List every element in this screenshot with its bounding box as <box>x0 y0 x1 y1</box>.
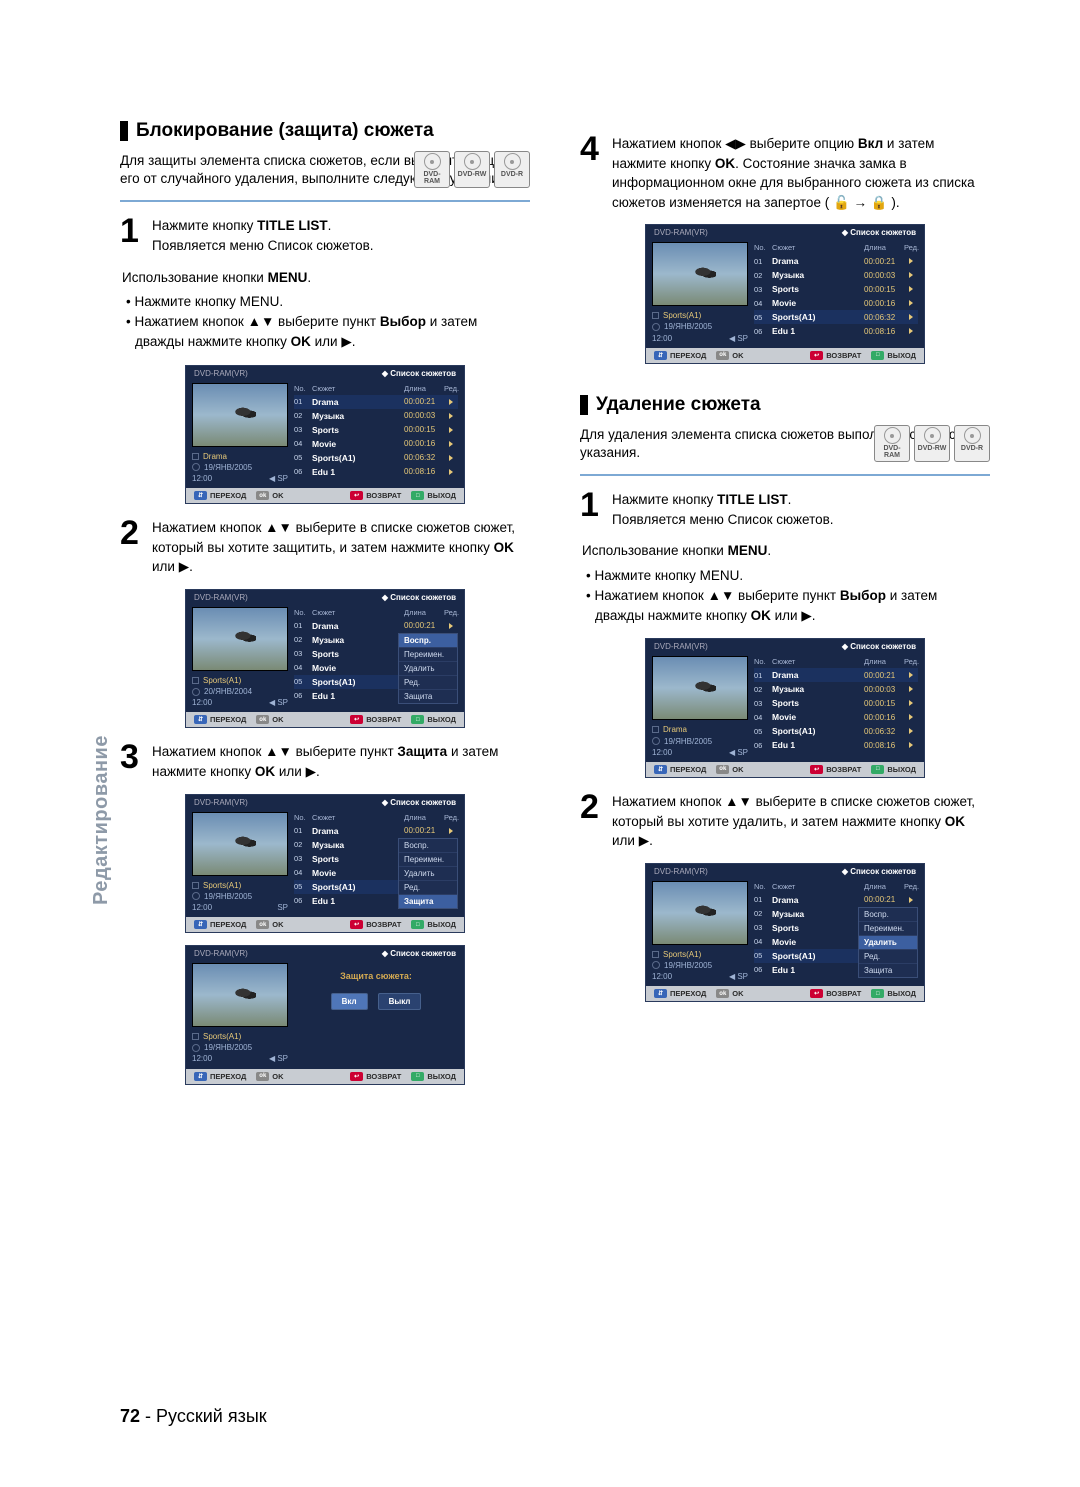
bullet: • Нажмите кнопку MENU. <box>126 292 530 312</box>
osd-screenshot: DVD-RAM(VR)◆ Список сюжетов Sports(A1) 1… <box>645 863 925 1003</box>
protect-off-button[interactable]: Выкл <box>378 993 422 1010</box>
step-3: 3 Нажатием кнопок ▲▼ выберите пункт Защи… <box>120 742 530 781</box>
protect-on-button[interactable]: Вкл <box>331 993 368 1010</box>
disc-icon <box>424 153 441 170</box>
heading-text: Блокирование (защита) сюжета <box>136 120 434 142</box>
delete-step-1: 1 Нажмите кнопку TITLE LIST.Появляется м… <box>580 490 990 529</box>
osd-screenshot-protect-dialog: DVD-RAM(VR)◆ Список сюжетов Sports(A1) 1… <box>185 945 465 1085</box>
chapter-tab: Редактирование <box>90 735 113 905</box>
step-4: 4 Нажатием кнопок ◀▶ выберите опцию Вкл … <box>580 134 990 212</box>
rule <box>120 200 530 202</box>
bullet: • Нажатием кнопок ▲▼ выберите пункт Выбо… <box>126 312 530 353</box>
section-heading-lock: Блокирование (защита) сюжета <box>120 120 530 142</box>
osd-screenshot: DVD-RAM(VR)◆ Список сюжетов Sports(A1) 1… <box>185 794 465 934</box>
step-number: 1 <box>120 216 142 247</box>
osd-screenshot: DVD-RAM(VR)◆ Список сюжетов Sports(A1) 1… <box>645 224 925 364</box>
protect-caption: Защита сюжета: <box>340 971 412 981</box>
step-1: 1 Нажмите кнопку TITLE LIST.Появляется м… <box>120 216 530 255</box>
disc-icon <box>504 153 521 170</box>
menu-usage-label: Использование кнопки MENU. <box>122 268 530 288</box>
title-table: No.СюжетДлинаРед. 01Drama00:00:21 02Музы… <box>294 383 458 485</box>
step-text: Нажмите кнопку TITLE LIST.Появляется мен… <box>152 216 530 255</box>
osd-screenshot: DVD-RAM(VR)◆ Список сюжетов Sports(A1) 2… <box>185 589 465 729</box>
disc-badges: DVD-RAM DVD-RW DVD-R <box>414 151 530 188</box>
osd-screenshot: DVD-RAM(VR)◆ Список сюжетов Drama 19/ЯНВ… <box>185 365 465 505</box>
section-heading-delete: Удаление сюжета <box>580 394 990 416</box>
disc-icon <box>464 153 481 170</box>
context-menu: Воспр. Переимен. Удалить Ред. Защита <box>398 633 458 704</box>
heading-bar <box>120 121 128 141</box>
right-column: 4 Нажатием кнопок ◀▶ выберите опцию Вкл … <box>580 120 990 1097</box>
step-2: 2 Нажатием кнопок ▲▼ выберите в списке с… <box>120 518 530 577</box>
thumbnail <box>192 383 288 447</box>
page-footer: 72 - Русский язык <box>120 1406 267 1427</box>
osd-screenshot: DVD-RAM(VR)◆ Список сюжетов Drama 19/ЯНВ… <box>645 638 925 778</box>
delete-step-2: 2 Нажатием кнопок ▲▼ выберите в списке с… <box>580 792 990 851</box>
page-columns: Блокирование (защита) сюжета Для защиты … <box>120 120 990 1097</box>
left-column: Блокирование (защита) сюжета Для защиты … <box>120 120 530 1097</box>
